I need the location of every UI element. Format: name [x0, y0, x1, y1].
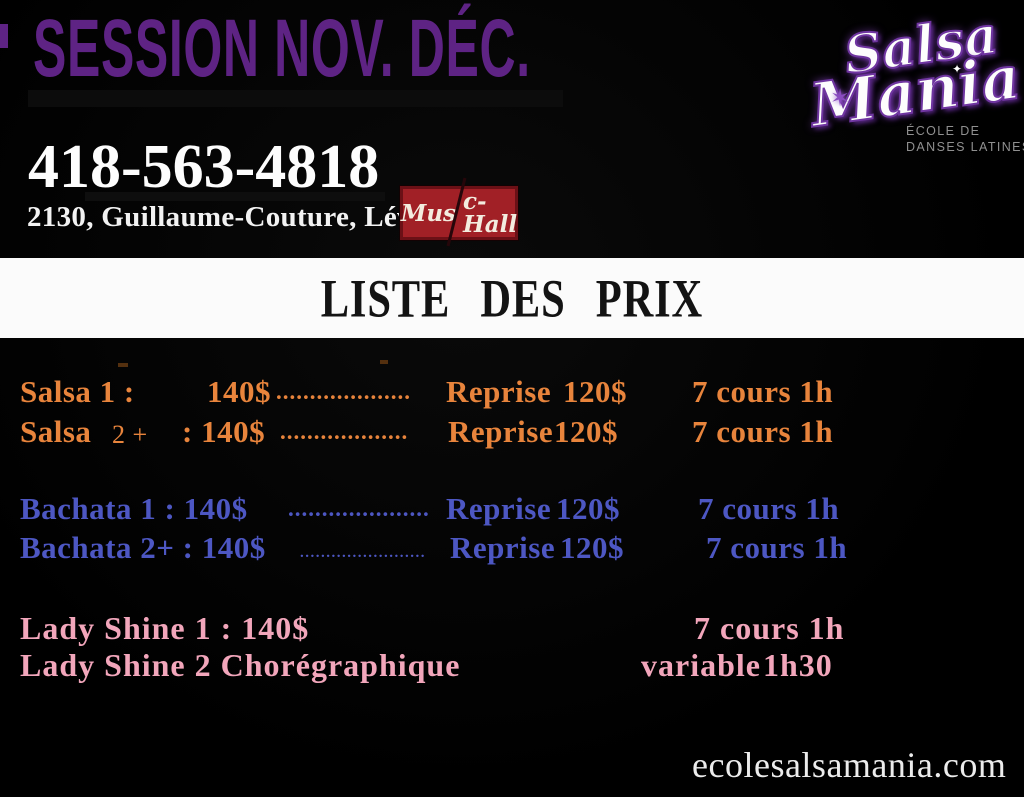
course-duration: 7 cours 1h [698, 491, 840, 526]
street-address: 2130, Guillaume-Couture, Lévis [27, 201, 432, 233]
reprise-price: 120$ [560, 530, 624, 565]
course-label: Lady Shine 1 : 140$ [20, 610, 310, 646]
logo-tagline-line2: DANSES LATINES [906, 140, 1024, 154]
course-duration: 7 cours 1h [706, 530, 848, 565]
logo-tagline-line1: ÉCOLE DE [906, 124, 981, 138]
course-price: : 140$ [182, 414, 266, 449]
sparkle-icon: ✦ [952, 62, 963, 76]
badge-text-left: Mus [400, 199, 457, 227]
smudge-artifact [28, 90, 563, 107]
reprise-label: Reprise [446, 374, 552, 409]
price-row-bachata-2: Bachata 2+ : 140$ ......................… [0, 528, 1024, 568]
course-label: Bachata 2+ : 140$ [20, 530, 266, 565]
price-row-salsa-1: Salsa 1 : 140$ .................... Repr… [0, 372, 1024, 412]
price-row-ladyshine-2: Lady Shine 2 Chorégraphique variable 1h3… [0, 645, 1024, 685]
price-banner: LISTE DES PRIX [0, 258, 1024, 338]
price-row-bachata-1: Bachata 1 : 140$ ..................... R… [0, 489, 1024, 529]
price-row-ladyshine-1: Lady Shine 1 : 140$ 7 cours 1h [0, 608, 1024, 648]
badge-text-right: c-Hall [463, 188, 518, 238]
course-duration: variable [641, 647, 761, 683]
dots-leader: .................... [276, 379, 411, 404]
banner-title: LISTE DES PRIX [320, 267, 704, 329]
course-length: 1h30 [763, 647, 833, 683]
phone-number: 418-563-4818 [28, 133, 380, 201]
course-label: Bachata 1 : 140$ [20, 491, 248, 526]
salsa-mania-logo: Salsa Mania ✶ ✦ ÉCOLE DE DANSES LATINES [780, 0, 1024, 190]
website-url: ecolesalsamania.com [692, 745, 1007, 785]
session-title: SESSION NOV. DÉC. [33, 3, 531, 94]
star-icon: ✶ [830, 86, 851, 112]
reprise-label: Reprise [446, 491, 552, 526]
course-duration: 7 cours 1h [692, 414, 834, 449]
dots-leader: ................... [280, 419, 409, 444]
reprise-label: Reprise [448, 414, 554, 449]
smudge-artifact [118, 363, 128, 367]
course-level: 2 + [112, 420, 148, 449]
course-duration: 7 cours 1h [692, 374, 834, 409]
reprise-label: Reprise [450, 530, 556, 565]
smudge-artifact [85, 192, 385, 201]
dots-leader: ........................ [300, 545, 426, 561]
dots-leader: ..................... [288, 496, 430, 521]
reprise-price: 120$ [554, 414, 618, 449]
music-hall-badge: Mus c-Hall [400, 177, 518, 247]
price-row-salsa-2: Salsa 2 + : 140$ ................... Rep… [0, 412, 1024, 452]
course-label: Salsa 1 : [20, 374, 135, 409]
reprise-price: 120$ [556, 491, 620, 526]
reprise-price: 120$ [563, 374, 627, 409]
smudge-artifact [0, 24, 8, 48]
course-label: Lady Shine 2 Chorégraphique [20, 647, 461, 683]
course-price: 140$ [207, 374, 271, 409]
course-duration: 7 cours 1h [694, 610, 845, 646]
smudge-artifact [380, 360, 388, 364]
course-label: Salsa [20, 414, 92, 449]
